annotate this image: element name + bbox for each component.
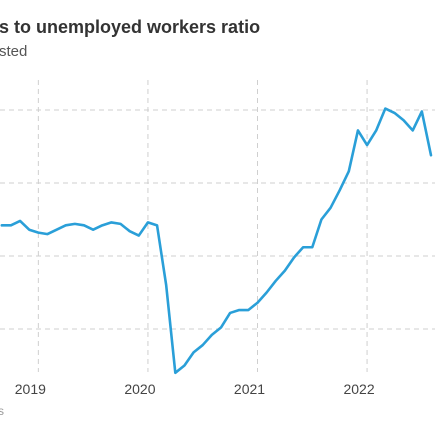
x-tick-label: 2020	[124, 381, 155, 397]
chart-title: s to unemployed workers ratio	[0, 17, 260, 37]
chart-subtitle: sted	[0, 43, 27, 60]
x-tick-label: 2019	[15, 381, 46, 397]
source-note: s	[0, 404, 4, 418]
x-tick-label: 2021	[234, 381, 265, 397]
data-line	[0, 107, 433, 375]
x-tick-label: 2022	[343, 381, 374, 397]
